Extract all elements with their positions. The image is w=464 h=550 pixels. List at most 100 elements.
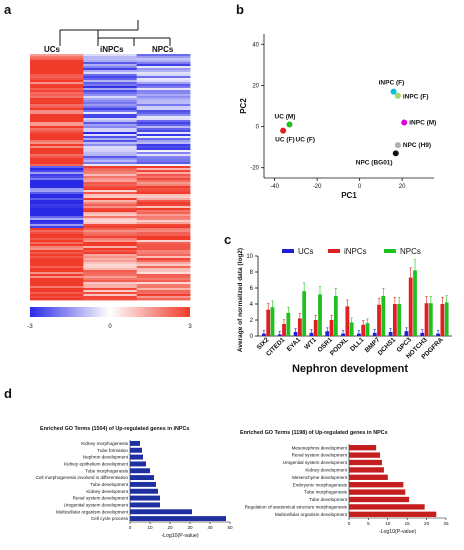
heatmap-cell	[136, 94, 191, 97]
heatmap-cell	[136, 242, 191, 245]
heatmap-cell	[136, 180, 191, 183]
heatmap-cell	[83, 270, 138, 273]
go-bar	[130, 495, 160, 501]
bar	[325, 331, 330, 336]
heatmap-cell	[30, 226, 84, 229]
heatmap-cell	[136, 54, 191, 57]
heatmap-cell	[136, 126, 191, 129]
heatmap-cell	[30, 288, 84, 291]
heatmap-cell	[136, 142, 191, 145]
go-bar	[349, 445, 377, 451]
heatmap-cell	[83, 112, 138, 115]
heatmap-cell	[30, 212, 84, 215]
heatmap-cell	[136, 66, 191, 69]
bar	[318, 294, 322, 336]
heatmap-cell	[83, 90, 138, 93]
heatmap-cell	[136, 118, 191, 121]
heatmap-cell	[136, 218, 191, 221]
go-bar	[130, 488, 158, 494]
heatmap-cell	[83, 60, 138, 63]
heatmap-cell	[83, 174, 138, 177]
heatmap-cell	[30, 60, 84, 63]
heatmap-cell	[83, 64, 138, 67]
heatmap-cell	[83, 82, 138, 85]
bar-y-tick-label: 4	[250, 302, 254, 308]
heatmap-cell	[83, 250, 138, 253]
heatmap-cell	[83, 288, 138, 291]
colorbar-min-label: -3	[27, 324, 33, 330]
pca-y-tick-label: -20	[250, 166, 259, 172]
heatmap-cell	[30, 276, 84, 279]
go-bar	[349, 504, 425, 510]
heatmap-cell	[83, 104, 138, 107]
heatmap-cell	[136, 262, 191, 265]
go-bar	[130, 454, 143, 460]
go-bar	[349, 459, 382, 466]
heatmap-cell	[30, 130, 84, 133]
heatmap-cell	[30, 234, 84, 237]
heatmap-cell	[136, 168, 191, 171]
heatmap-cell	[83, 234, 138, 237]
heatmap-cell	[83, 192, 138, 195]
go-bar	[130, 509, 192, 515]
heatmap-cell	[136, 292, 191, 295]
heatmap-cell	[30, 160, 84, 163]
heatmap-cell	[83, 172, 138, 175]
pca-plot: -20 0 20 40 -40 -20 0 20 PC1 PC2 iNPC (F) iNPC (F) i…	[239, 34, 436, 200]
heatmap-cell	[136, 240, 191, 243]
heatmap-cell	[83, 168, 138, 171]
heatmap-cell	[83, 236, 138, 239]
bar	[349, 322, 354, 336]
heatmap-cell	[83, 68, 138, 71]
go-term-label: Renal system development	[73, 496, 129, 501]
heatmap-cell	[83, 178, 138, 181]
heatmap-cell	[136, 236, 191, 239]
go-bar	[130, 468, 150, 474]
heatmap-cell	[30, 216, 84, 219]
heatmap-cell	[136, 114, 191, 117]
heatmap-cell	[83, 148, 138, 151]
pca-point-label: UC (F)	[275, 137, 295, 144]
heatmap-cell	[30, 158, 84, 161]
heatmap-cell	[83, 272, 138, 275]
heatmap-cell	[30, 292, 84, 295]
heatmap-cell	[136, 92, 191, 95]
heatmap-col-npcs: NPCs	[152, 45, 174, 54]
heatmap-cell	[30, 176, 84, 179]
legend-swatch	[384, 249, 396, 253]
heatmap-cell	[30, 194, 84, 197]
go-bar	[130, 502, 160, 508]
heatmap-cell	[30, 168, 84, 171]
heatmap-cell	[136, 134, 191, 137]
heatmap-cell	[83, 142, 138, 145]
bar	[372, 332, 377, 336]
heatmap-cell	[136, 198, 191, 201]
go-term-label: Cell morphogenesis involved in different…	[36, 475, 129, 480]
heatmap-cell	[83, 130, 138, 133]
heatmap-cell	[136, 68, 191, 71]
heatmap-cell	[136, 106, 191, 109]
heatmap-cell	[30, 246, 84, 249]
heatmap-cell	[83, 138, 138, 141]
heatmap-cell	[30, 244, 84, 247]
heatmap-cell	[83, 202, 138, 205]
heatmap-cell	[136, 184, 191, 187]
heatmap-cell	[83, 140, 138, 143]
heatmap-cell	[136, 110, 191, 113]
heatmap-cell	[30, 206, 84, 209]
heatmap-cell	[136, 208, 191, 211]
heatmap-cell	[83, 58, 138, 61]
heatmap-cell	[83, 166, 138, 169]
pca-point	[394, 92, 401, 99]
heatmap-cell	[83, 100, 138, 103]
heatmap-cell	[30, 162, 84, 165]
heatmap-cell	[83, 144, 138, 147]
heatmap-cell	[30, 110, 84, 113]
heatmap-cell	[30, 66, 84, 69]
heatmap-cell	[83, 74, 138, 77]
heatmap-cell	[30, 218, 84, 221]
heatmap-cell	[30, 186, 84, 189]
heatmap-cell	[136, 152, 191, 155]
bar	[404, 331, 409, 336]
